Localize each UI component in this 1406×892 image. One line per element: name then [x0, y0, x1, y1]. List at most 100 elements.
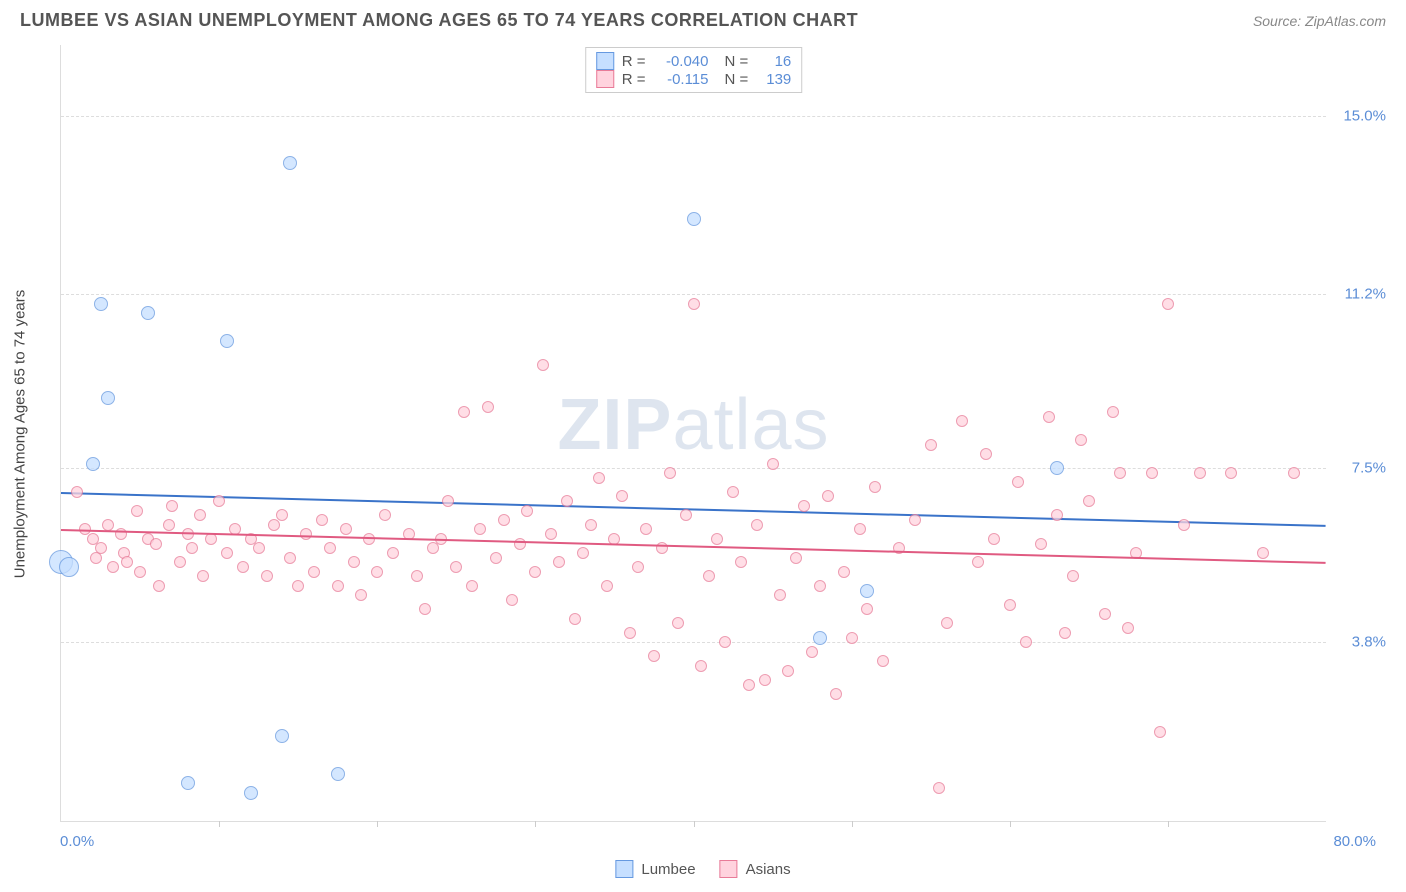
asians-point: [933, 782, 945, 794]
gridline: [61, 116, 1326, 117]
asians-point: [727, 486, 739, 498]
asians-point: [1288, 467, 1300, 479]
asians-point: [767, 458, 779, 470]
r-label: R =: [622, 71, 646, 88]
n-label: N =: [725, 71, 749, 88]
asians-point: [490, 552, 502, 564]
asians-point: [1194, 467, 1206, 479]
y-tick-label: 15.0%: [1343, 107, 1386, 124]
asians-point: [1051, 509, 1063, 521]
asians-point: [593, 472, 605, 484]
asians-point: [1162, 298, 1174, 310]
asians-point: [213, 495, 225, 507]
asians-point: [1020, 636, 1032, 648]
asians-point: [925, 439, 937, 451]
asians-point: [163, 519, 175, 531]
asians-point: [972, 556, 984, 568]
asians-point: [664, 467, 676, 479]
asians-point: [340, 523, 352, 535]
asians-point: [822, 490, 834, 502]
asians-point: [1075, 434, 1087, 446]
asians-point: [1067, 570, 1079, 582]
asians-point: [956, 415, 968, 427]
asians-point: [735, 556, 747, 568]
asians-point: [1154, 726, 1166, 738]
asians-point: [450, 561, 462, 573]
asians-point: [703, 570, 715, 582]
asians-point: [419, 603, 431, 615]
asians-point: [861, 603, 873, 615]
asians-point: [577, 547, 589, 559]
asians-point: [846, 632, 858, 644]
asians-point: [348, 556, 360, 568]
x-tick: [535, 821, 536, 827]
asians-point: [316, 514, 328, 526]
y-tick-label: 11.2%: [1345, 286, 1386, 303]
watermark: ZIPatlas: [557, 384, 829, 466]
series-legend: Lumbee Asians: [615, 860, 790, 878]
asians-point: [774, 589, 786, 601]
lumbee-point: [1050, 461, 1064, 475]
asians-point: [324, 542, 336, 554]
asians-point: [153, 580, 165, 592]
x-tick: [219, 821, 220, 827]
asians-point: [672, 617, 684, 629]
y-tick-label: 7.5%: [1352, 460, 1386, 477]
asians-point: [498, 514, 510, 526]
asians-point: [616, 490, 628, 502]
asians-point: [1257, 547, 1269, 559]
asians-point: [174, 556, 186, 568]
asians-point: [102, 519, 114, 531]
asians-point: [529, 566, 541, 578]
asians-point: [640, 523, 652, 535]
asians-point: [411, 570, 423, 582]
x-max-label: 80.0%: [1333, 833, 1376, 850]
chart-title: LUMBEE VS ASIAN UNEMPLOYMENT AMONG AGES …: [20, 10, 858, 31]
asians-point: [1012, 476, 1024, 488]
lumbee-point: [687, 212, 701, 226]
asians-point: [107, 561, 119, 573]
asians-point: [458, 406, 470, 418]
x-min-label: 0.0%: [60, 833, 94, 850]
lumbee-point: [220, 334, 234, 348]
r-value: -0.115: [654, 71, 709, 88]
asians-point: [759, 674, 771, 686]
x-tick: [377, 821, 378, 827]
asians-point: [284, 552, 296, 564]
asians-point: [1083, 495, 1095, 507]
legend-item-asians: Asians: [720, 860, 791, 878]
lumbee-point: [101, 391, 115, 405]
asians-point: [648, 650, 660, 662]
asians-point: [854, 523, 866, 535]
asians-point: [719, 636, 731, 648]
asians-point: [624, 627, 636, 639]
asians-point: [71, 486, 83, 498]
asians-point: [941, 617, 953, 629]
asians-point: [371, 566, 383, 578]
asians-point: [806, 646, 818, 658]
asians-point: [442, 495, 454, 507]
correlation-legend: R =-0.040N =16R =-0.115N =139: [585, 47, 803, 93]
x-tick: [852, 821, 853, 827]
asians-point: [695, 660, 707, 672]
x-tick: [694, 821, 695, 827]
asians-point: [680, 509, 692, 521]
asians-point: [980, 448, 992, 460]
asians-point: [743, 679, 755, 691]
corr-row-asians: R =-0.115N =139: [596, 70, 792, 88]
asians-point: [909, 514, 921, 526]
asians-point: [221, 547, 233, 559]
asians-point: [1035, 538, 1047, 550]
asians-point: [121, 556, 133, 568]
gridline: [61, 294, 1326, 295]
lumbee-point: [331, 767, 345, 781]
asians-point: [1043, 411, 1055, 423]
legend-item-lumbee: Lumbee: [615, 860, 695, 878]
n-value: 16: [756, 53, 791, 70]
lumbee-point: [860, 584, 874, 598]
asians-point: [95, 542, 107, 554]
asians-point: [186, 542, 198, 554]
asians-point: [751, 519, 763, 531]
lumbee-trendline: [61, 492, 1326, 527]
asians-point: [466, 580, 478, 592]
